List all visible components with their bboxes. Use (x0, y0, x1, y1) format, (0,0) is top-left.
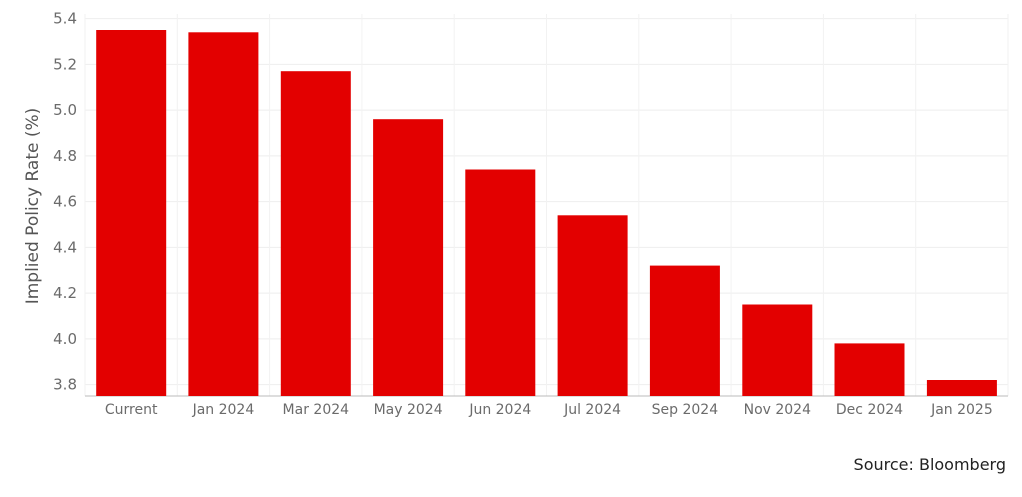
bar (280, 71, 351, 396)
y-tick-label: 5.0 (53, 101, 77, 119)
bar (742, 304, 813, 396)
bar (834, 343, 905, 396)
x-tick-label: Dec 2024 (836, 402, 903, 418)
x-tick-label: Mar 2024 (283, 402, 350, 418)
x-tick-label: Sep 2024 (652, 402, 719, 418)
bar (926, 380, 997, 396)
y-tick-label: 4.6 (53, 193, 77, 211)
y-axis-title: Implied Policy Rate (%) (23, 108, 43, 305)
x-tick-label: Jan 2024 (192, 402, 255, 418)
y-axis-ticks: 3.8 4.0 4.2 4.4 4.6 4.8 5.0 5.2 5.4 (53, 10, 77, 394)
x-tick-label: Current (105, 402, 158, 418)
source-note: Source: Bloomberg (853, 455, 1006, 474)
bar (465, 169, 536, 396)
y-tick-label: 5.2 (53, 55, 77, 73)
x-tick-label: Jan 2025 (930, 402, 993, 418)
x-axis-ticks: Current Jan 2024 Mar 2024 May 2024 Jun 2024 J… (105, 402, 993, 418)
y-tick-label: 4.0 (53, 330, 77, 348)
x-tick-label: May 2024 (374, 402, 443, 418)
y-tick-label: 4.8 (53, 147, 77, 165)
y-tick-label: 3.8 (53, 376, 77, 394)
x-tick-label: Nov 2024 (744, 402, 811, 418)
x-tick-label: Jun 2024 (468, 402, 531, 418)
y-tick-label: 4.2 (53, 284, 77, 302)
bar (96, 30, 167, 396)
bar (373, 119, 444, 396)
x-tick-label: Jul 2024 (563, 402, 621, 418)
bar (649, 265, 720, 396)
bar (188, 32, 259, 397)
bars (96, 30, 997, 397)
bar (557, 215, 628, 396)
y-tick-label: 4.4 (53, 238, 77, 256)
y-tick-label: 5.4 (53, 10, 77, 28)
